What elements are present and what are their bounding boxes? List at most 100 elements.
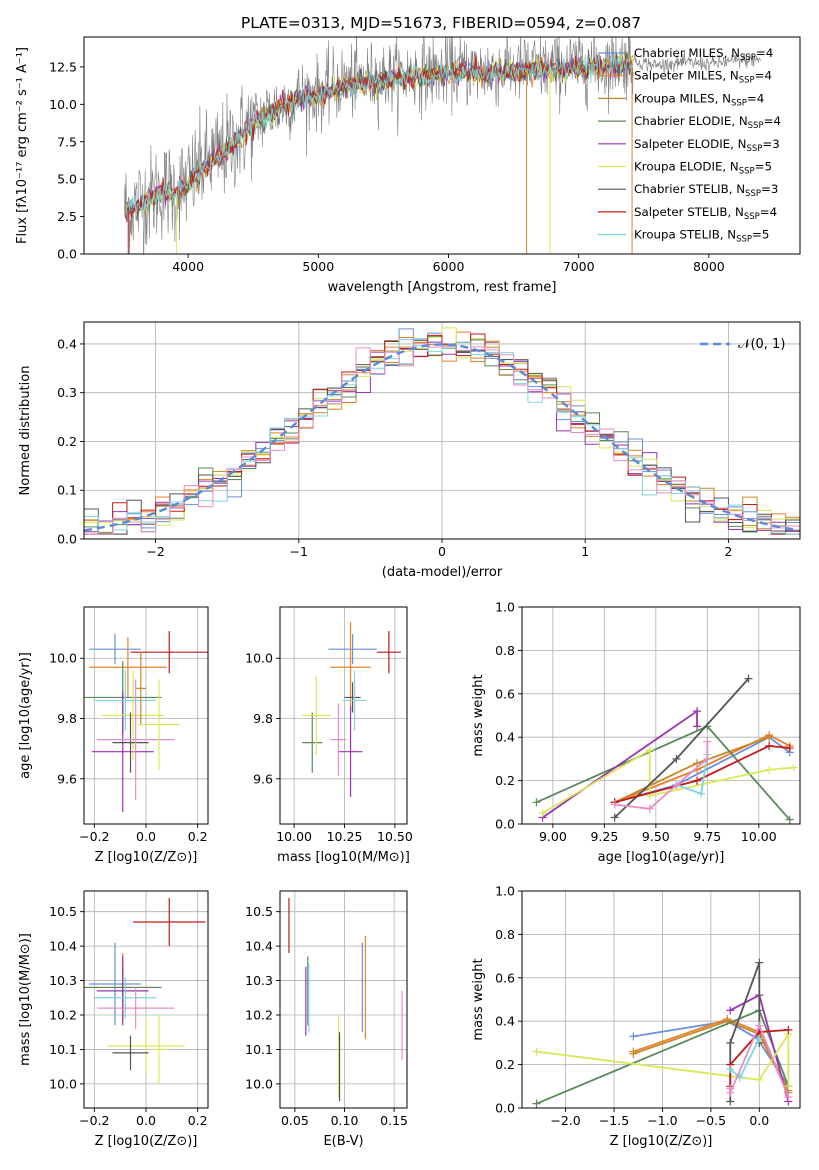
legend-text: Kroupa STELIB, N (634, 228, 736, 242)
y-tick-label: 12.5 (49, 59, 77, 74)
plus-marker (610, 800, 619, 809)
y-axis-label: age [log10(age/yr)] (18, 652, 33, 779)
y-axis-label: mass [log10(M/M⊙)] (18, 933, 33, 1066)
x-tick-label: 9.25 (590, 829, 618, 844)
legend-subscript: SSP (731, 98, 747, 108)
plus-marker (697, 789, 706, 798)
x-tick-label: 5000 (302, 259, 334, 274)
data-point (112, 1035, 149, 1071)
legend-subscript: SSP (748, 121, 764, 131)
y-tick-label: 0.6 (495, 970, 515, 985)
x-tick-label: −0.2 (79, 1113, 109, 1128)
x-axis-label: mass [log10(M/M⊙)] (277, 850, 410, 865)
data-point (102, 670, 165, 761)
legend-subscript: SSP (739, 76, 755, 86)
legend-entry: Kroupa STELIB, NSSP=5 (634, 228, 769, 245)
y-tick-label: 10.4 (49, 939, 77, 954)
data-point (376, 631, 401, 674)
y-tick-label: 10.5 (245, 904, 273, 919)
y-tick-label: 0.4 (495, 1014, 515, 1029)
plot-area (84, 631, 208, 812)
y-tick-label: 10.1 (49, 1042, 77, 1057)
plus-marker (755, 1021, 764, 1030)
plus-marker (672, 780, 681, 789)
plus-marker (693, 776, 702, 785)
model-spectrum (125, 51, 634, 221)
data-point (89, 942, 141, 1026)
legend-subscript: SSP (740, 53, 756, 63)
plus-marker (645, 804, 654, 813)
legend-value: =3 (761, 182, 778, 196)
x-axis-label: Z [log10(Z/Z⊙)] (95, 1134, 198, 1149)
x-axis-label: age [log10(age/yr)] (598, 850, 725, 865)
legend-value: =5 (755, 160, 772, 174)
plus-marker (784, 1093, 793, 1102)
x-tick-label: 1 (581, 544, 589, 559)
x-tick-label: −1.0 (647, 1113, 677, 1128)
x-tick-label: 8000 (693, 259, 725, 274)
y-tick-label: 10.0 (49, 97, 77, 112)
mass-weight-series (729, 1028, 789, 1087)
plus-marker (755, 1075, 764, 1084)
plot-area (84, 897, 206, 1084)
y-tick-label: 0.1 (57, 483, 77, 498)
plot-area (532, 958, 793, 1108)
data-point (330, 703, 347, 776)
legend-value: =5 (752, 228, 769, 242)
normal-curve (84, 343, 798, 532)
legend-text: Salpeter STELIB, N (634, 205, 744, 219)
panel-age-vs-Z: −0.2 0.0 0.2 9.6 9.8 10.0 Z [log10(Z/Z⊙)] age [… (18, 606, 209, 865)
data-point (96, 679, 175, 800)
model-spectrum (125, 54, 634, 221)
legend-value: =4 (760, 205, 777, 219)
y-tick-label: 0.2 (57, 434, 77, 449)
observed-spectrum-extension (633, 50, 762, 80)
figure-title: PLATE=0313, MJD=51673, FIBERID=0594, z=0… (241, 14, 641, 32)
data-point (96, 956, 149, 1026)
data-point (151, 1015, 167, 1084)
legend-entry: Salpeter STELIB, NSSP=4 (634, 205, 777, 222)
panel-mass-vs-EBV: 0.05 0.10 0.15 10.0 10.1 10.2 10.3 10.4 10.5 E(B-… (245, 890, 408, 1149)
y-tick-label: 7.5 (57, 134, 77, 149)
plus-marker (693, 722, 702, 731)
y-tick-label: 0.4 (57, 336, 77, 351)
y-tick-label: 10.4 (245, 939, 273, 954)
legend-entry: Kroupa MILES, NSSP=4 (634, 91, 764, 108)
plus-marker (726, 1038, 735, 1047)
x-tick-label: 10.50 (377, 829, 413, 844)
data-point (342, 670, 367, 731)
mass-weight-series (614, 744, 790, 804)
legend-subscript: SSP (736, 235, 752, 245)
legend-subscript: SSP (744, 212, 760, 222)
x-tick-label: 6000 (433, 259, 465, 274)
y-tick-label: 0.0 (57, 247, 77, 262)
data-point (338, 706, 363, 797)
y-tick-label: 0.0 (57, 532, 77, 547)
y-tick-label: 9.8 (253, 711, 273, 726)
axes-frame (279, 606, 408, 825)
data-point (107, 1018, 185, 1074)
x-tick-label: 0.0 (749, 1113, 769, 1128)
data-point (89, 634, 141, 665)
legend-value: =3 (762, 137, 779, 151)
residual-histogram (84, 327, 800, 529)
x-tick-label: −0.2 (79, 829, 109, 844)
y-axis-label: mass weight (471, 958, 486, 1040)
axes-frame (521, 606, 801, 825)
plus-marker (765, 733, 774, 742)
residual-histogram (84, 339, 800, 535)
y-axis-label: Flux [fλ10⁻¹⁷ erg cm⁻² s⁻¹ A⁻¹] (15, 47, 30, 244)
legend-text: Salpeter ELODIE, N (634, 137, 746, 151)
plus-marker (755, 958, 764, 967)
y-tick-label: 0.8 (495, 927, 515, 942)
plus-marker (629, 1032, 638, 1041)
x-tick-label: 9.50 (642, 829, 670, 844)
y-tick-label: 0.2 (495, 773, 515, 788)
axes-frame (279, 890, 408, 1109)
x-tick-label: 0.05 (281, 1113, 309, 1128)
y-tick-label: 10.5 (49, 904, 77, 919)
plus-marker (789, 763, 798, 772)
y-tick-label: 9.6 (57, 771, 77, 786)
